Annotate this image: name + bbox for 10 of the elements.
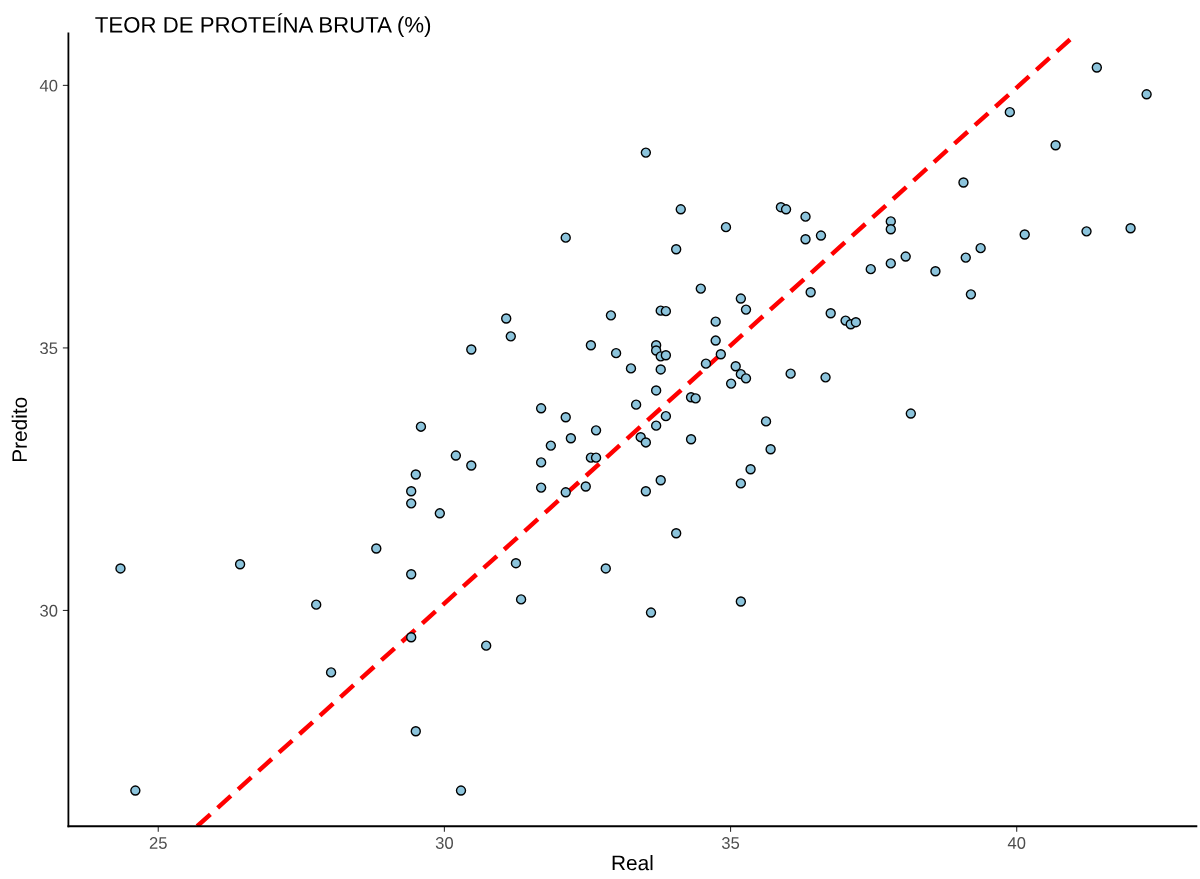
chart-title: TEOR DE PROTEÍNA BRUTA (%) — [95, 13, 431, 38]
x-tick-label: 30 — [435, 837, 454, 849]
x-tick-label: 25 — [149, 837, 167, 849]
x-tick-label: 40 — [1007, 837, 1026, 849]
y-tick-label: 30 — [40, 604, 58, 617]
x-tick-label: 35 — [721, 837, 740, 849]
x-axis-title: Real — [612, 854, 653, 871]
y-tick-label: 35 — [40, 342, 58, 355]
y-tick-label: 40 — [39, 79, 58, 92]
y-axis-title: Predito — [11, 397, 27, 462]
